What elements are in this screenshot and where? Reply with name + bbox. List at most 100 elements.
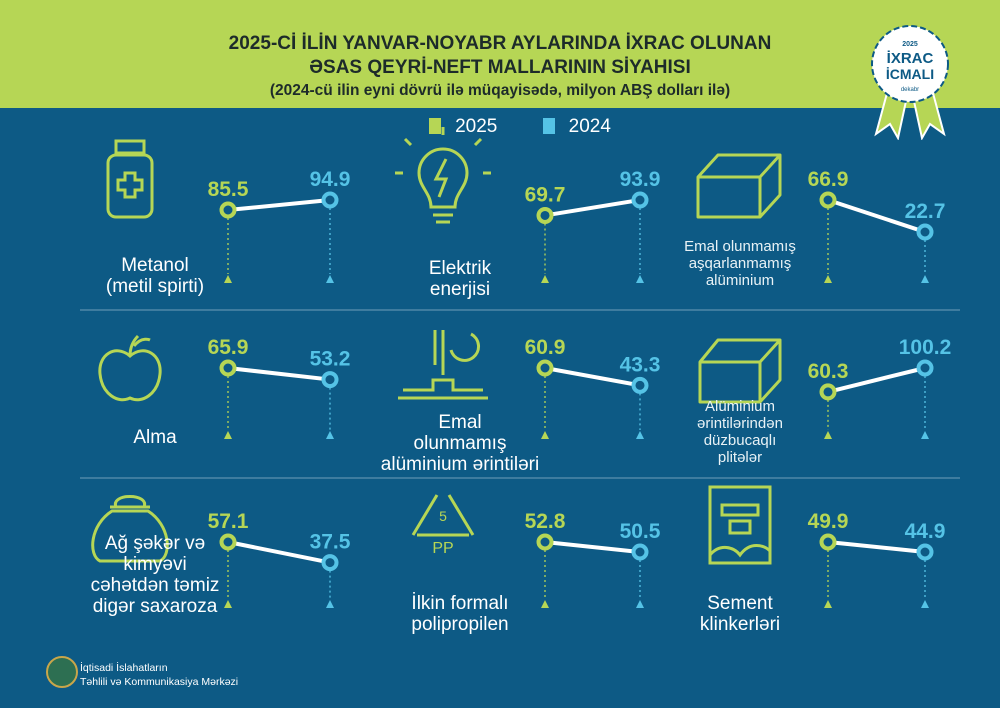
point-2025 [819, 383, 837, 401]
item-label: Emal olunmamış alüminium ərintiləri [370, 412, 550, 475]
subtitle: (2024-cü ilin eyni dövrü ilə müqayisədə,… [269, 82, 731, 99]
value-2025: 65.9 [208, 336, 249, 359]
item-label: Sement klinkerləri [650, 593, 830, 635]
value-2025: 52.8 [525, 510, 566, 533]
value-2025: 60.3 [808, 360, 849, 383]
sugar-sack-icon [91, 495, 169, 563]
value-2024: 50.5 [620, 520, 661, 543]
item-label-line: ərintilərindən [697, 415, 783, 432]
bottle [106, 153, 154, 219]
ingot [696, 153, 782, 219]
item-label-line: enerjisi [429, 279, 491, 300]
value-2025: 66.9 [808, 168, 849, 191]
apple-icon [98, 334, 162, 402]
point-2024 [631, 191, 649, 209]
item-label: İlkin formalı polipropilen [370, 593, 550, 635]
point-2024 [321, 554, 339, 572]
value-2025: 57.1 [208, 510, 249, 533]
item-label-line: plitələr [717, 449, 763, 466]
marker-triangle-2025 [541, 600, 549, 608]
item-label-line: Emal [438, 412, 482, 433]
point-2025 [219, 359, 237, 377]
item-label: Alma [65, 427, 245, 448]
point-2024 [321, 191, 339, 209]
item-label: Elektrik enerjisi [370, 258, 550, 300]
slope-line [827, 366, 926, 394]
item-label-line: klinkerləri [699, 614, 781, 635]
marker-triangle-2024 [921, 600, 929, 608]
slope-line [827, 198, 926, 234]
point-2025 [536, 533, 554, 551]
item-label-line: Emal olunmamış [684, 238, 796, 255]
value-2024: 94.9 [310, 168, 351, 191]
badge-month: dekabr [901, 87, 919, 93]
slope-line [227, 366, 331, 382]
marker-triangle-2025 [541, 275, 549, 283]
marker-triangle-2025 [541, 431, 549, 439]
point-2025 [819, 533, 837, 551]
molten-metal-icon [398, 330, 488, 400]
point-2024 [631, 376, 649, 394]
recycle-pp-icon: 5 PP [411, 494, 475, 557]
badge-line2: İCMALI [886, 66, 934, 82]
marker-triangle-2025 [824, 600, 832, 608]
medicine-bottle-icon [106, 139, 154, 219]
marker-triangle-2024 [326, 431, 334, 439]
title-line1: 2025-Cİ İLİN YANVAR-NOYABR AYLARINDA İXR… [228, 33, 772, 54]
badge-year: 2025 [902, 41, 918, 48]
header-band [0, 0, 1000, 108]
pour [398, 330, 488, 400]
point-2024 [631, 543, 649, 561]
item-label: Metanol (metil spirti) [65, 255, 245, 297]
value-2025: 49.9 [808, 510, 849, 533]
value-2024: 93.9 [620, 168, 661, 191]
cement-bag-icon [708, 485, 772, 565]
slope-line [827, 540, 926, 554]
bolt [433, 158, 449, 198]
legend-swatch-2025 [429, 118, 442, 134]
marker-triangle-2024 [921, 431, 929, 439]
plate [698, 338, 782, 404]
point-2025 [219, 533, 237, 551]
marker-triangle-2024 [921, 275, 929, 283]
title-line2: ƏSAS QEYRİ-NEFT MALLARININ SİYAHISI [309, 57, 691, 78]
legend: 2025 2024 [0, 116, 1000, 138]
point-2024 [916, 359, 934, 377]
item-label-line: alüminium [705, 272, 775, 289]
value-2025: 60.9 [525, 336, 566, 359]
value-2024: 37.5 [310, 531, 351, 554]
value-2024: 100.2 [899, 336, 952, 359]
item-label-line: olunmamış [413, 433, 507, 454]
item-label-line: Ağ şəkər və [104, 533, 206, 554]
item-label-line: Elektrik [428, 258, 492, 279]
emblem-logo [46, 656, 78, 688]
badge-line1: İXRAC [887, 50, 934, 67]
value-2024: 44.9 [905, 520, 946, 543]
item-label-line: kimyəvi [123, 554, 187, 575]
legend-swatch-2024 [542, 118, 555, 134]
sack [91, 495, 169, 563]
cross [116, 171, 144, 199]
bulb [417, 147, 469, 224]
pp: PP [432, 540, 453, 557]
marker-triangle-2024 [636, 275, 644, 283]
marker-triangle-2025 [224, 431, 232, 439]
item-label-line: Sement [707, 593, 773, 614]
footer-line1: İqtisadi İslahatların [80, 662, 168, 674]
marker-triangle-2025 [824, 431, 832, 439]
item-label-line: digər saxaroza [92, 596, 218, 617]
marker-triangle-2024 [636, 431, 644, 439]
point-2025 [536, 359, 554, 377]
five: 5 [439, 508, 447, 524]
point-2025 [536, 206, 554, 224]
rays [395, 127, 491, 175]
point-2024 [916, 543, 934, 561]
slope-line [544, 198, 641, 218]
ixrac-icmali-badge: 2025 İXRAC İCMALI dekabr [871, 25, 949, 140]
item-label-line: Metanol [121, 255, 189, 276]
item-label: Alüminium ərintilərindən düzbucaqlı plitələ… [650, 398, 830, 466]
item-label-line: düzbucaqlı [703, 432, 777, 449]
slope-line [544, 540, 641, 554]
marker-triangle-2025 [224, 275, 232, 283]
slope-line [227, 198, 331, 212]
